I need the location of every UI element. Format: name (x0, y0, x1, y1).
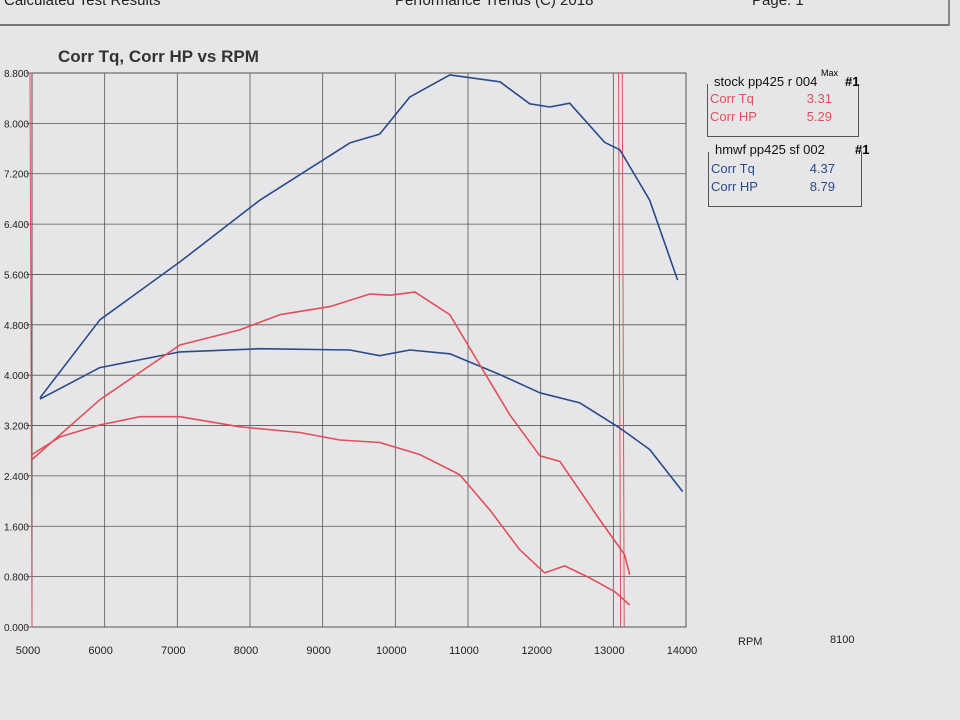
x-tick-label: 13000 (594, 645, 625, 657)
legend-hmwf-num: #1 (855, 142, 870, 157)
rpm-marker-line (618, 72, 622, 628)
y-tick-label: 7.200 (4, 170, 29, 181)
header-center: Performance Trends (C) 2018 (395, 0, 594, 9)
y-tick-label: 8.000 (4, 119, 29, 130)
legend-stock-hp: Corr HP 5.29 (710, 109, 832, 124)
rpm-marker-line (29, 72, 33, 628)
x-tick-label: 8000 (234, 645, 258, 657)
series-line-0 (39, 74, 679, 399)
y-tick-label: 2.400 (4, 472, 29, 483)
series-line-3 (31, 415, 631, 606)
x-tick-label: 6000 (88, 645, 112, 657)
x-axis-label: RPM (738, 636, 763, 648)
y-tick-label: 4.000 (4, 371, 29, 382)
extra-readout: 8100 (830, 634, 855, 646)
y-tick-label: 0.800 (4, 573, 29, 584)
legend-hmwf-hp: Corr HP 8.79 (711, 179, 835, 194)
header-left: Calculated Test Results (4, 0, 161, 9)
plot-frame (31, 72, 687, 628)
legend-stock: stock pp425 r 004 Max #1 Corr Tq 3.31 Cor… (707, 68, 859, 137)
x-tick-label: 12000 (521, 645, 552, 657)
y-tick-label: 4.800 (4, 321, 29, 332)
header-page: Page: 1 (752, 0, 804, 9)
y-tick-label: 8.800 (4, 69, 29, 80)
series-line-2 (31, 291, 631, 575)
rpm-marker-line (621, 72, 625, 628)
legend-max-label: Max (821, 68, 839, 78)
chart-title: Corr Tq, Corr HP vs RPM (58, 47, 259, 66)
legend-hmwf-name: hmwf pp425 sf 002 (715, 142, 825, 157)
x-tick-label: 9000 (306, 645, 330, 657)
y-tick-label: 3.200 (4, 422, 29, 433)
x-tick-label: 5000 (16, 645, 40, 657)
legend-hmwf: hmwf pp425 sf 002 #1 Corr Tq 4.37 Corr HP… (708, 142, 869, 207)
y-tick-label: 6.400 (4, 220, 29, 231)
y-tick-label: 0.000 (4, 623, 29, 634)
x-tick-label: 10000 (376, 645, 407, 657)
legend-stock-tq: Corr Tq 3.31 (710, 91, 832, 106)
series-line-1 (39, 347, 684, 493)
legend-hmwf-tq: Corr Tq 4.37 (711, 161, 835, 176)
x-tick-label: 14000 (667, 645, 698, 657)
legend-stock-num: #1 (845, 74, 860, 89)
y-tick-label: 1.600 (4, 522, 29, 533)
legend-stock-name: stock pp425 r 004 (714, 74, 818, 89)
y-tick-label: 5.600 (4, 270, 29, 281)
report-header: Calculated Test Results Performance Tren… (0, 0, 950, 26)
x-tick-label: 7000 (161, 645, 185, 657)
x-tick-label: 11000 (449, 645, 479, 657)
